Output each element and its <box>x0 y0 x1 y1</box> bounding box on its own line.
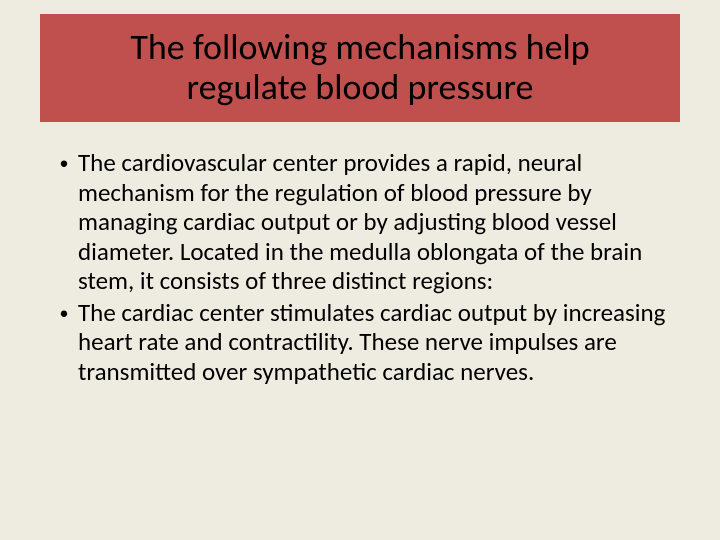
slide: The following mechanisms help regulate b… <box>0 0 720 540</box>
body-box: • The cardiovascular center provides a r… <box>40 140 680 500</box>
bullet-item: • The cardiovascular center provides a r… <box>50 148 670 296</box>
bullet-text: The cardiac center stimulates cardiac ou… <box>78 298 670 387</box>
bullet-marker-icon: • <box>50 298 78 328</box>
slide-title: The following mechanisms help regulate b… <box>70 28 650 107</box>
bullet-marker-icon: • <box>50 148 78 178</box>
bullet-item: • The cardiac center stimulates cardiac … <box>50 298 670 387</box>
bullet-text: The cardiovascular center provides a rap… <box>78 148 670 296</box>
title-box: The following mechanisms help regulate b… <box>40 14 680 122</box>
